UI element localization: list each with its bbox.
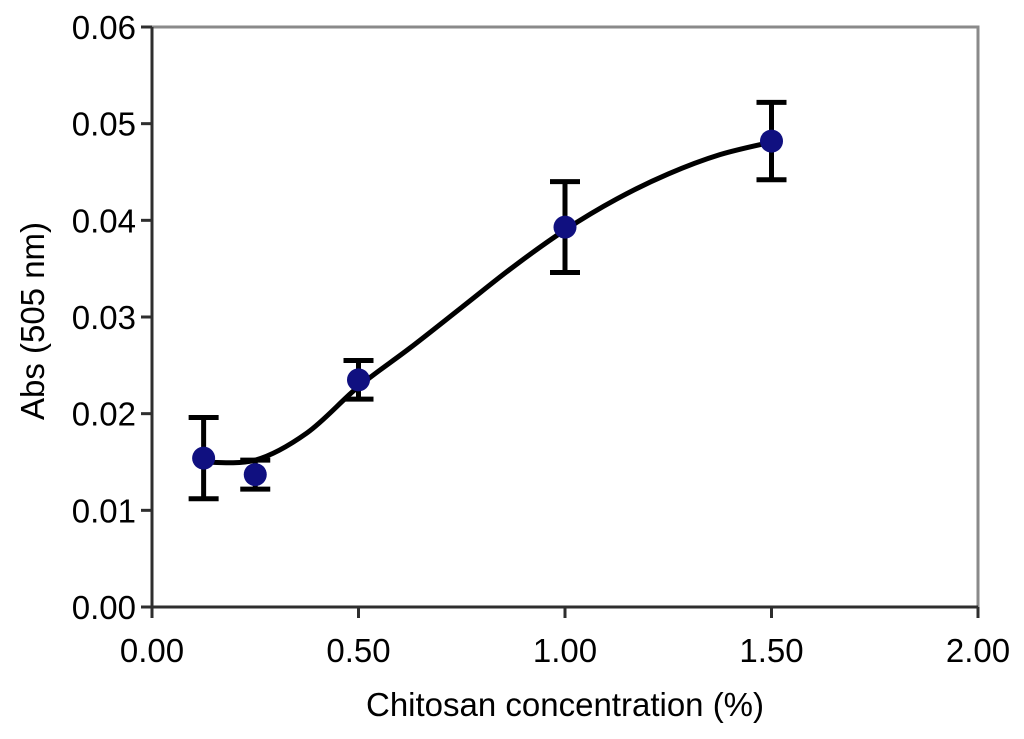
data-point xyxy=(760,129,783,153)
y-axis-title: Abs (505 nm) xyxy=(14,221,51,421)
data-point xyxy=(192,446,216,470)
x-tick-label: 0.00 xyxy=(120,632,184,669)
y-tick-label: 0.05 xyxy=(72,106,136,143)
trend-curve xyxy=(199,139,774,466)
x-axis-title: Chitosan concentration (%) xyxy=(365,686,765,723)
y-tick-label: 0.04 xyxy=(72,202,136,239)
plot-border xyxy=(152,25,980,607)
y-tick-label: 0.02 xyxy=(72,396,136,433)
data-point xyxy=(243,463,267,487)
x-tick-label: 1.50 xyxy=(739,632,803,669)
y-tick-label: 0.03 xyxy=(72,299,136,336)
plot-background xyxy=(152,27,978,607)
y-tick-label: 0.06 xyxy=(72,9,136,46)
data-point xyxy=(347,368,370,392)
x-tick-label: 2.00 xyxy=(946,632,1010,669)
axis-lines xyxy=(150,27,978,609)
data-point xyxy=(553,215,577,239)
x-tick-label: 1.00 xyxy=(533,632,597,669)
y-tick-label: 0.01 xyxy=(72,492,136,529)
x-tick-label: 0.50 xyxy=(326,632,390,669)
y-tick-label: 0.00 xyxy=(72,589,136,626)
